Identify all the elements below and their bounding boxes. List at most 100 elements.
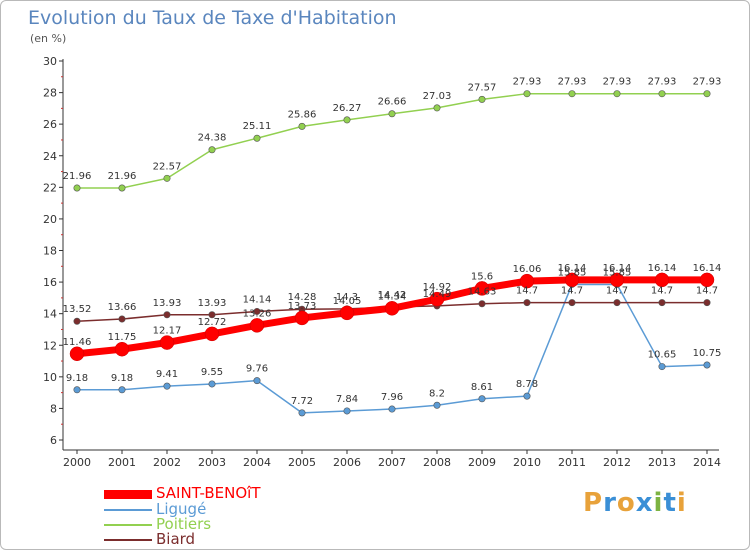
data-label: 27.93 — [558, 77, 587, 88]
data-point — [699, 272, 715, 288]
legend-label: Ligugé — [156, 500, 207, 518]
data-label: 21.96 — [63, 171, 92, 182]
x-tick-label: 2013 — [648, 456, 676, 469]
data-point — [118, 315, 126, 323]
x-tick-label: 2000 — [63, 456, 91, 469]
data-label: 9.76 — [246, 364, 268, 375]
data-label: 27.03 — [423, 91, 452, 102]
data-label: 21.96 — [108, 171, 137, 182]
data-point — [208, 146, 216, 154]
logo-letter: i — [676, 488, 687, 518]
data-point — [249, 318, 265, 333]
y-tick-label: 30 — [43, 55, 57, 68]
data-label: 15.6 — [471, 271, 493, 282]
data-point — [343, 407, 351, 415]
logo-letter: P — [583, 488, 604, 518]
data-label: 14.05 — [333, 296, 362, 307]
x-tick-label: 2009 — [468, 456, 496, 469]
data-label: 14.7 — [696, 286, 718, 297]
y-tick-label: 12 — [43, 339, 57, 352]
data-point — [163, 174, 171, 182]
data-point — [339, 305, 355, 321]
series-line-poitiers — [77, 92, 707, 189]
data-point — [298, 409, 306, 417]
data-point — [658, 90, 666, 98]
data-point — [73, 386, 81, 394]
data-point — [114, 341, 130, 357]
data-point — [118, 386, 126, 394]
legend-label: Poitiers — [156, 515, 212, 533]
data-point — [613, 299, 621, 307]
logo-letter: t — [663, 488, 677, 518]
y-tick-label: 22 — [43, 181, 57, 194]
y-tick-label: 6 — [50, 434, 57, 447]
data-label: 27.93 — [693, 77, 722, 88]
x-tick-label: 2010 — [513, 456, 541, 469]
data-point — [204, 326, 220, 342]
data-label: 7.72 — [291, 396, 313, 407]
data-label: 24.38 — [198, 133, 227, 144]
data-label: 14.63 — [468, 287, 497, 298]
logo-letter: o — [616, 488, 636, 518]
legend-swatch — [104, 524, 152, 526]
data-label: 13.52 — [63, 304, 92, 315]
data-point — [703, 299, 711, 307]
x-tick-label: 2006 — [333, 456, 361, 469]
legend-swatch — [104, 509, 152, 511]
data-label: 14.28 — [288, 292, 317, 303]
data-label: 10.75 — [693, 348, 722, 359]
data-point — [388, 405, 396, 413]
data-point — [523, 392, 531, 400]
data-label: 8.2 — [429, 388, 445, 399]
y-tick-label: 28 — [43, 87, 57, 100]
data-label: 11.75 — [108, 332, 137, 343]
data-label: 16.14 — [693, 263, 722, 274]
data-point — [73, 317, 81, 325]
y-tick-label: 16 — [43, 276, 57, 289]
data-point — [703, 90, 711, 98]
data-label: 15.85 — [558, 267, 587, 278]
data-label: 27.93 — [513, 77, 542, 88]
data-label: 11.46 — [63, 337, 92, 348]
data-label: 14.34 — [378, 291, 407, 302]
y-tick-label: 20 — [43, 213, 57, 226]
data-point — [703, 361, 711, 369]
chart-subtitle: (en %) — [30, 32, 67, 45]
data-point — [163, 311, 171, 319]
data-point — [433, 104, 441, 112]
y-tick-label: 26 — [43, 118, 57, 131]
data-point — [429, 291, 445, 307]
data-point — [658, 299, 666, 307]
y-tick-label: 18 — [43, 245, 57, 258]
data-point — [478, 395, 486, 403]
data-label: 13.93 — [153, 298, 182, 309]
data-label: 27.57 — [468, 82, 497, 93]
data-label: 14.7 — [606, 286, 628, 297]
data-label: 25.11 — [243, 121, 272, 132]
proxiti-logo: Proxiti — [583, 488, 687, 518]
chart-title: Evolution du Taux de Taxe d'Habitation — [28, 7, 397, 29]
data-label: 14.3 — [336, 292, 358, 303]
data-label: 13.73 — [288, 301, 317, 312]
data-label: 9.55 — [201, 367, 223, 378]
data-label: 9.18 — [111, 373, 133, 384]
x-tick-label: 2011 — [558, 456, 586, 469]
data-label: 16.14 — [558, 263, 587, 274]
data-point — [433, 401, 441, 409]
data-label: 10.65 — [648, 350, 677, 361]
x-tick-label: 2001 — [108, 456, 136, 469]
data-label: 7.84 — [336, 394, 358, 405]
y-tick-label: 8 — [50, 402, 57, 415]
data-label: 14.42 — [378, 290, 407, 301]
data-label: 14.92 — [423, 282, 452, 293]
data-label: 26.66 — [378, 97, 407, 108]
data-label: 14.7 — [561, 286, 583, 297]
y-tick-label: 14 — [43, 308, 57, 321]
data-point — [564, 272, 580, 288]
data-point — [159, 335, 175, 350]
data-point — [294, 310, 310, 326]
logo-letter: r — [603, 488, 617, 518]
legend-label: Biard — [156, 530, 196, 548]
data-point — [523, 90, 531, 98]
